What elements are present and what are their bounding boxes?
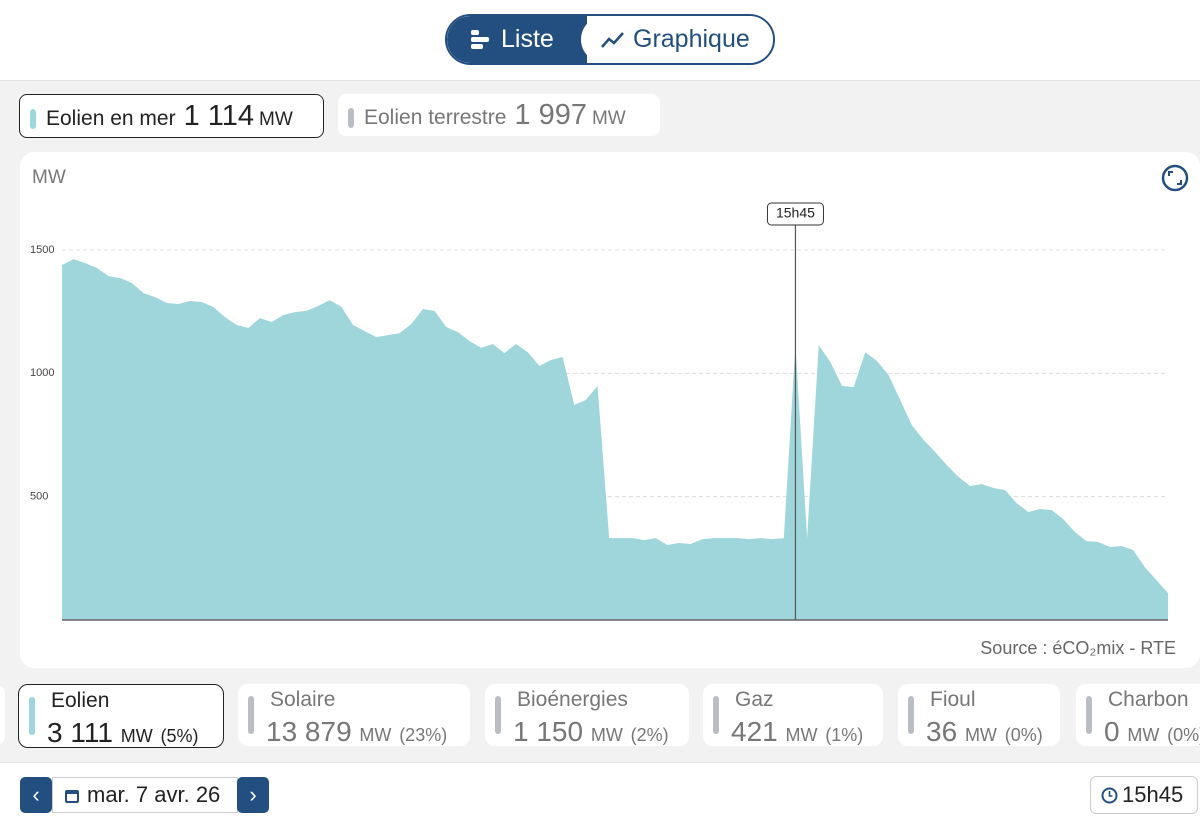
chart-card: MW Source : éCO₂mix - RTE 500 1000 1500 15h… [20, 152, 1200, 668]
card-value: 13 879 MW (23%) [266, 716, 447, 748]
card-unit: MW [964, 725, 997, 745]
card-label: Eolien [51, 689, 110, 712]
card-label: Solaire [270, 688, 336, 711]
card-number: 421 [731, 716, 778, 747]
chart: MW Source : éCO₂mix - RTE 500 1000 1500 15h… [30, 164, 1189, 658]
card-number: 36 [926, 716, 958, 747]
card-label: Gaz [735, 688, 774, 711]
card-value: 0 MW (0%) [1104, 716, 1200, 748]
source-card[interactable]: Fioul 36 MW (0%) [898, 684, 1060, 748]
card-label: Fioul [930, 688, 976, 711]
tab-unit: MW [259, 109, 293, 130]
card-number: 1 150 [513, 716, 584, 747]
y-tick-label: 500 [30, 491, 48, 503]
calendar-icon [65, 790, 79, 803]
cursor-box [766, 202, 824, 226]
source-card[interactable]: Charbon 0 MW (0%) [1076, 684, 1200, 748]
cursor-label: 15h45 [776, 205, 815, 221]
clock-icon [1101, 787, 1118, 804]
tab-unit: MW [591, 108, 626, 129]
top-bar: Liste Graphique [0, 0, 1200, 81]
card-value: 1 150 MW (2%) [513, 716, 669, 748]
card-unit: MW [590, 725, 623, 745]
card-unit: MW [1127, 725, 1160, 745]
card-number: 0 [1104, 716, 1120, 747]
time: 15h45 [1122, 782, 1184, 807]
tab-value: 1 114 [183, 100, 254, 132]
tab-label: Eolien en mer [46, 107, 176, 130]
card-value: 36 MW (0%) [926, 716, 1043, 748]
card-share: (1%) [825, 725, 864, 745]
source-card[interactable]: Bioénergies 1 150 MW (2%) [485, 684, 689, 748]
card-share: (2%) [630, 725, 669, 745]
tab-onshore[interactable]: Eolien terrestre 1 997 MW [338, 94, 660, 136]
card-label: Charbon [1108, 688, 1189, 711]
footer: ‹ mar. 7 avr. 26 › 15h45 [0, 762, 1200, 829]
card-value: 421 MW (1%) [731, 716, 863, 748]
card-share: (0%) [1004, 725, 1043, 745]
chart-label: Graphique [633, 25, 750, 53]
card-label: Bioénergies [517, 688, 628, 711]
tab-value: 1 997 [514, 99, 587, 131]
area [62, 259, 1168, 620]
card-unit: MW [120, 726, 153, 746]
prev-day[interactable]: ‹ [20, 777, 52, 813]
tab-label: Eolien terrestre [364, 106, 507, 129]
date: mar. 7 avr. 26 [87, 782, 221, 807]
source-card[interactable]: Eolien 3 111 MW (5%) [18, 684, 224, 748]
list-label: Liste [501, 25, 554, 53]
y-tick-label: 1500 [30, 244, 54, 256]
card-share: (23%) [399, 725, 448, 745]
card-share: (0%) [1167, 725, 1200, 745]
tab-offshore[interactable]: Eolien en mer 1 114 MW [19, 94, 324, 138]
y-tick-label: 1000 [30, 367, 54, 379]
view-toggle: Liste Graphique [445, 14, 775, 65]
chart-icon [601, 32, 624, 48]
card-unit: MW [785, 725, 818, 745]
source-card[interactable]: Gaz 421 MW (1%) [703, 684, 883, 748]
next-day[interactable]: › [237, 777, 269, 813]
date-picker[interactable]: mar. 7 avr. 26 [52, 777, 238, 813]
list-icon [471, 30, 489, 49]
card-number: 3 111 [47, 717, 113, 748]
source-card[interactable]: Solaire 13 879 MW (23%) [238, 684, 470, 748]
card-number: 13 879 [266, 716, 352, 747]
card-share: (5%) [160, 726, 199, 746]
y-axis-label: MW [32, 167, 66, 188]
chart-button[interactable]: Graphique [581, 16, 773, 63]
list-button[interactable]: Liste [447, 16, 587, 63]
card-value: 3 111 MW (5%) [47, 717, 198, 749]
source: Source : éCO₂mix - RTE [980, 638, 1176, 658]
card-unit: MW [359, 725, 392, 745]
card-edge [0, 684, 5, 746]
time-picker[interactable]: 15h45 [1090, 776, 1198, 814]
expand-button[interactable] [1161, 164, 1189, 192]
